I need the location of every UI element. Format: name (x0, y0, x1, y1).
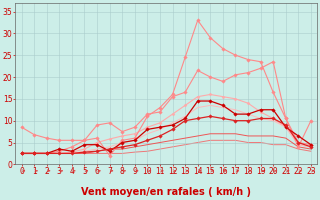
X-axis label: Vent moyen/en rafales ( km/h ): Vent moyen/en rafales ( km/h ) (81, 187, 251, 197)
